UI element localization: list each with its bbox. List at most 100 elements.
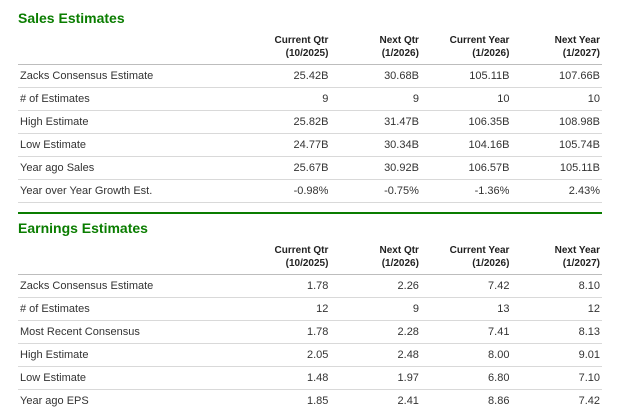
cell-value: 1.78 [239,320,331,344]
cell-value: 106.35B [420,110,512,134]
cell-value: 2.43% [511,179,602,203]
table-row: Year ago EPS 1.85 2.41 8.86 7.42 [18,389,602,408]
column-header-current-qtr: Current Qtr (10/2025) [239,33,331,65]
cell-value: 8.10 [511,274,602,298]
column-period: (1/2026) [472,257,510,269]
column-period: (1/2026) [381,257,419,269]
column-label: Current Qtr [274,245,329,256]
cell-value: 9 [330,87,421,111]
cell-value: 2.05 [239,343,331,367]
cell-value: 9 [330,297,421,321]
table-row: Year ago Sales 25.67B 30.92B 106.57B 105… [18,156,602,180]
cell-value: 107.66B [511,64,602,88]
sales-estimates-section: Sales Estimates Current Qtr (10/2025) Ne… [18,10,602,214]
table-row: Most Recent Consensus 1.78 2.28 7.41 8.1… [18,320,602,344]
table-row: Low Estimate 24.77B 30.34B 104.16B 105.7… [18,133,602,157]
cell-value: 7.42 [511,389,602,408]
earnings-estimates-section: Earnings Estimates Current Qtr (10/2025)… [18,220,602,408]
table-row: # of Estimates 9 9 10 10 [18,87,602,111]
table-row: Year over Year Growth Est. -0.98% -0.75%… [18,179,602,203]
table-row: # of Estimates 12 9 13 12 [18,297,602,321]
cell-value: 30.68B [330,64,421,88]
row-label: Low Estimate [18,133,240,157]
column-label: Current Qtr [274,35,329,46]
cell-value: 12 [511,297,602,321]
cell-value: 25.82B [239,110,331,134]
cell-value: 2.41 [330,389,421,408]
cell-value: 104.16B [420,133,512,157]
cell-value: 106.57B [420,156,512,180]
cell-value: 9.01 [511,343,602,367]
column-header-current-year: Current Year (1/2026) [420,243,512,275]
cell-value: -0.75% [330,179,421,203]
column-period: (1/2027) [562,47,600,59]
cell-value: 7.41 [420,320,512,344]
row-label: # of Estimates [18,297,240,321]
row-label: Low Estimate [18,366,240,390]
cell-value: 24.77B [239,133,331,157]
cell-value: 7.42 [420,274,512,298]
column-period: (1/2027) [562,257,600,269]
earnings-estimates-table: Current Qtr (10/2025) Next Qtr (1/2026) … [18,243,602,408]
cell-value: 8.86 [420,389,512,408]
column-period: (10/2025) [285,47,329,59]
column-header-next-qtr: Next Qtr (1/2026) [330,33,421,65]
cell-value: 2.26 [330,274,421,298]
table-row: High Estimate 2.05 2.48 8.00 9.01 [18,343,602,367]
row-label: Year ago EPS [18,389,240,408]
column-label: Next Year [554,245,600,256]
cell-value: 8.00 [420,343,512,367]
row-label: Zacks Consensus Estimate [18,274,240,298]
cell-value: 105.11B [420,64,512,88]
cell-value: 13 [420,297,512,321]
row-label: High Estimate [18,343,240,367]
cell-value: 25.42B [239,64,331,88]
cell-value: 108.98B [511,110,602,134]
table-row: Zacks Consensus Estimate 1.78 2.26 7.42 … [18,274,602,298]
row-label-header [18,243,240,275]
cell-value: 105.74B [511,133,602,157]
cell-value: 10 [420,87,512,111]
row-label-header [18,33,240,65]
row-label: Year over Year Growth Est. [18,179,240,203]
table-row: Low Estimate 1.48 1.97 6.80 7.10 [18,366,602,390]
sales-estimates-table: Current Qtr (10/2025) Next Qtr (1/2026) … [18,33,602,203]
row-label: Year ago Sales [18,156,240,180]
cell-value: 1.85 [239,389,331,408]
earnings-section-title: Earnings Estimates [18,220,148,236]
cell-value: 1.78 [239,274,331,298]
column-header-current-qtr: Current Qtr (10/2025) [239,243,331,275]
row-label: High Estimate [18,110,240,134]
column-period: (1/2026) [472,47,510,59]
column-period: (10/2025) [285,257,329,269]
column-header-next-year: Next Year (1/2027) [511,33,602,65]
cell-value: 2.28 [330,320,421,344]
cell-value: 30.34B [330,133,421,157]
row-label: Zacks Consensus Estimate [18,64,240,88]
cell-value: 105.11B [511,156,602,180]
table-row: High Estimate 25.82B 31.47B 106.35B 108.… [18,110,602,134]
column-label: Current Year [449,35,510,46]
cell-value: 12 [239,297,331,321]
cell-value: 7.10 [511,366,602,390]
cell-value: 6.80 [420,366,512,390]
cell-value: 2.48 [330,343,421,367]
earnings-header-row: Current Qtr (10/2025) Next Qtr (1/2026) … [18,243,602,275]
cell-value: -1.36% [420,179,512,203]
cell-value: 1.48 [239,366,331,390]
cell-value: 1.97 [330,366,421,390]
column-label: Next Year [554,35,600,46]
column-label: Current Year [449,245,510,256]
cell-value: 9 [239,87,331,111]
column-header-next-qtr: Next Qtr (1/2026) [330,243,421,275]
cell-value: 25.67B [239,156,331,180]
row-label: # of Estimates [18,87,240,111]
cell-value: 30.92B [330,156,421,180]
column-label: Next Qtr [379,245,419,256]
cell-value: 8.13 [511,320,602,344]
table-row: Zacks Consensus Estimate 25.42B 30.68B 1… [18,64,602,88]
sales-section-title: Sales Estimates [18,10,125,26]
column-period: (1/2026) [381,47,419,59]
cell-value: -0.98% [239,179,331,203]
